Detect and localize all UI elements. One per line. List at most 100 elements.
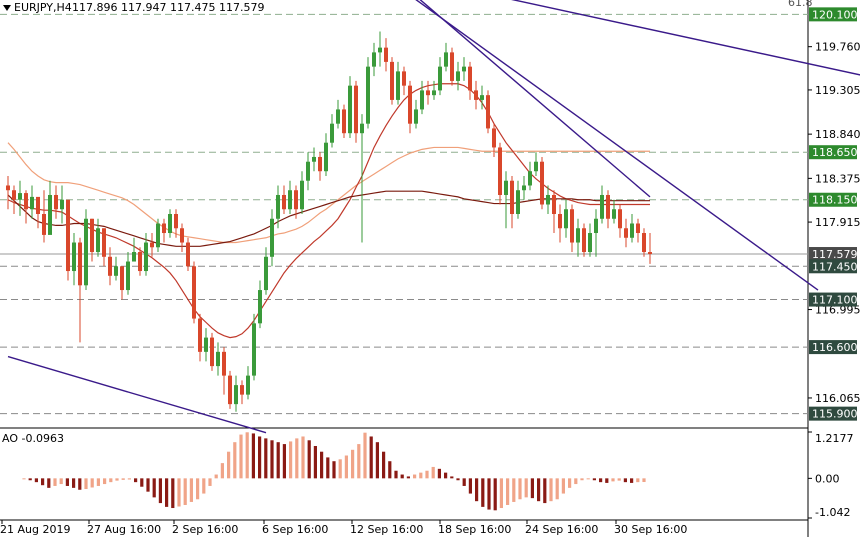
level-label: 116.600 (812, 341, 858, 354)
candle-bull (252, 323, 256, 376)
candle-bear (450, 52, 454, 81)
ao-bar (382, 451, 386, 479)
candle-bear (282, 194, 286, 210)
candle-bull (348, 85, 352, 134)
level-label-box (809, 406, 857, 421)
ao-tick-label: -1.042 (815, 506, 850, 519)
ao-bar (28, 478, 32, 481)
ao-bar (475, 478, 479, 502)
price-tick-label: 118.840 (815, 128, 860, 141)
candle-bull (84, 218, 88, 286)
candle-bull (522, 185, 526, 191)
price-tick-label: 116.995 (815, 304, 860, 317)
ao-bar (307, 440, 311, 479)
candle-bull (96, 228, 100, 253)
level-label: 117.579 (812, 248, 858, 261)
ao-bar (580, 478, 584, 481)
candle-bear (192, 266, 196, 319)
ao-bar (357, 444, 361, 479)
candle-bear (198, 318, 202, 352)
candle-bear (6, 185, 10, 191)
candle-bull (18, 193, 22, 200)
level-label-box (809, 247, 857, 262)
candle-bull (216, 351, 220, 367)
candle-bear (474, 90, 478, 100)
ao-bar (561, 478, 565, 494)
ao-bar (375, 442, 379, 479)
collapse-arrow-icon[interactable] (3, 5, 11, 11)
candle-bull (168, 214, 172, 234)
ao-bar (140, 478, 144, 487)
ao-bar (630, 478, 634, 483)
candle-bull (330, 123, 334, 143)
price-tick-label: 119.305 (815, 84, 860, 97)
ao-bar (636, 478, 640, 483)
ao-bar (586, 478, 590, 480)
candle-bull (336, 109, 340, 124)
ao-bar (84, 478, 88, 489)
time-tick-label: 12 Sep 16:00 (350, 523, 423, 536)
candle-bull (126, 261, 130, 291)
ma-fast-line (7, 142, 650, 244)
ao-bar (468, 478, 472, 494)
candle-bear (120, 266, 124, 291)
ao-bar (481, 478, 485, 507)
ao-bar (121, 478, 125, 480)
ao-bar (177, 478, 181, 507)
ao-bar (158, 478, 162, 504)
ao-bar (400, 474, 404, 479)
candle-bull (156, 223, 160, 248)
candle-bull (306, 161, 310, 181)
candle-bull (594, 218, 598, 234)
price-tick-label: 119.760 (815, 41, 860, 54)
ao-bar (518, 478, 522, 500)
ao-bar (214, 474, 218, 479)
candle-bull (480, 95, 484, 100)
ao-bar (437, 468, 441, 479)
ao-bar (90, 478, 94, 488)
ao-bar (59, 478, 63, 485)
ao-bar (34, 478, 38, 483)
level-label: 117.100 (812, 294, 858, 307)
candle-bull (438, 66, 442, 91)
candle-bull (366, 66, 370, 124)
candle-bear (402, 71, 406, 86)
candle-bull (72, 242, 76, 272)
ao-bar (320, 451, 324, 479)
ao-bar (332, 461, 336, 479)
candle-bear (426, 90, 430, 96)
ao-bar (41, 478, 45, 486)
candle-bull (30, 196, 34, 210)
candle-bull (420, 90, 424, 110)
time-axis-layer: 21 Aug 2019 27 Aug 16:00 2 Sep 16:00 6 Sep … (0, 520, 687, 536)
candle-bull (432, 90, 436, 96)
candle-bear (108, 256, 112, 276)
ao-bar (65, 478, 69, 486)
ao-bar (555, 478, 559, 500)
candle-bull (444, 52, 448, 67)
candle-bull (372, 52, 376, 67)
level-label-box (809, 340, 857, 355)
ao-bar (431, 466, 435, 479)
candle-bull (600, 194, 604, 219)
ao-bar (220, 463, 224, 479)
trendlines-layer (7, 0, 860, 434)
ohlc-readout: 117.896 117.947 117.475 117.579 (72, 1, 264, 14)
candle-bull (270, 218, 274, 257)
ao-bar (202, 478, 206, 494)
ao-bar (208, 478, 212, 486)
candle-bull (360, 123, 364, 134)
candle-bear (228, 375, 232, 405)
candle-bear (486, 95, 490, 129)
ao-bar (22, 478, 26, 480)
ao-bar (499, 478, 503, 509)
candle-bull (576, 228, 580, 243)
candle-bull (204, 337, 208, 352)
ao-axis-layer: 1.2177 0.00 -1.042 (808, 431, 854, 519)
time-tick-label: 27 Aug 16:00 (87, 523, 161, 536)
ao-bar (282, 444, 286, 479)
candle-bear (648, 252, 652, 255)
candle-bear (354, 85, 358, 134)
